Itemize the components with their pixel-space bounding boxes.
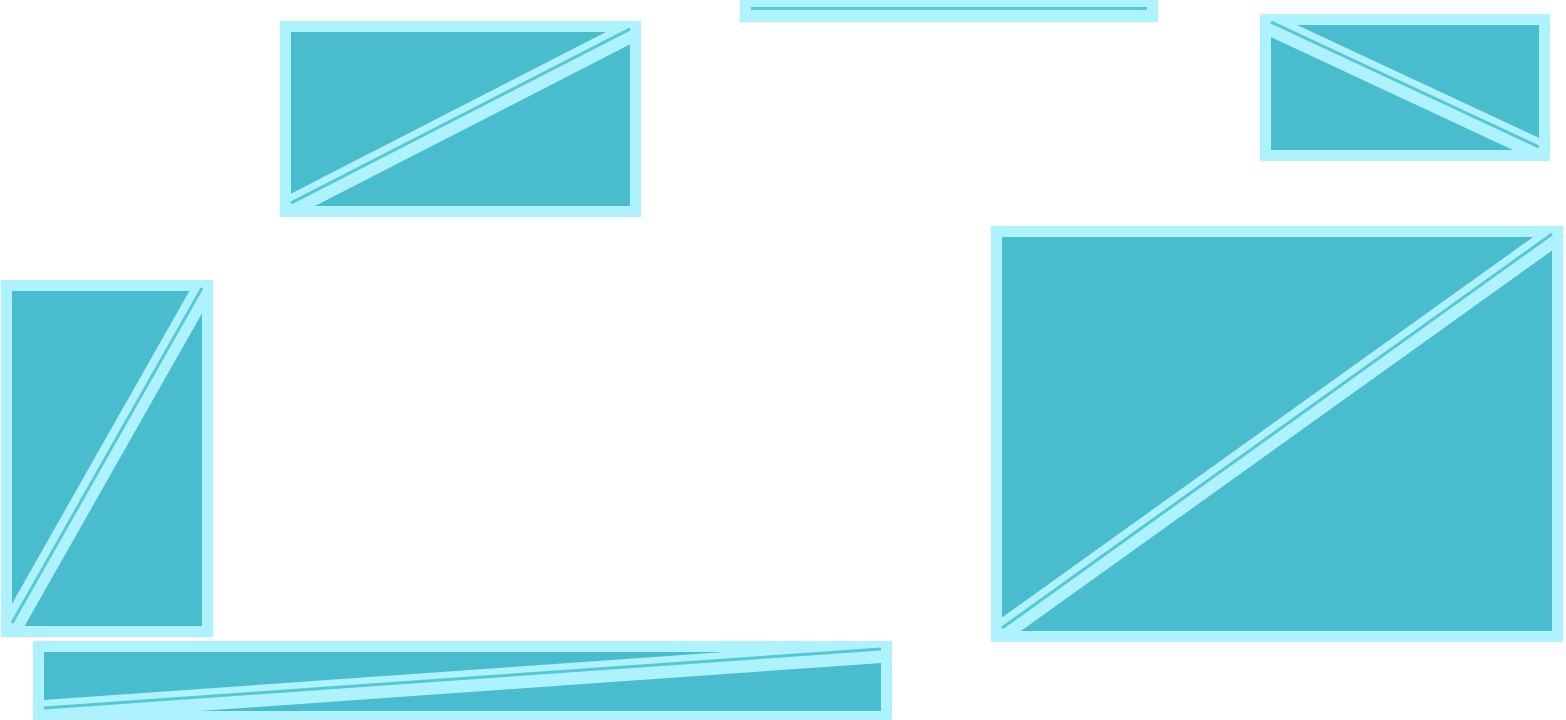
diagonal-slit-line (10, 287, 204, 624)
placeholder-bottom-strip (33, 641, 892, 720)
placeholder-left-tall-rect (1, 280, 213, 637)
diagonal-band (285, 22, 636, 216)
placeholder-top-left-rect (280, 21, 641, 217)
diagonal-band (43, 641, 882, 720)
diagonal-slit-line (290, 27, 631, 205)
diagonal-slit-line (1270, 20, 1540, 149)
diagonal-band (995, 228, 1559, 640)
placeholder-top-strip (740, 0, 1158, 22)
placeholder-top-right-rect (1260, 14, 1550, 161)
placeholder-right-large-rect (991, 226, 1563, 642)
diagonal-band (1266, 15, 1544, 160)
diagonal-slit-line (1001, 232, 1553, 630)
diagonal-slit-line (43, 647, 882, 710)
